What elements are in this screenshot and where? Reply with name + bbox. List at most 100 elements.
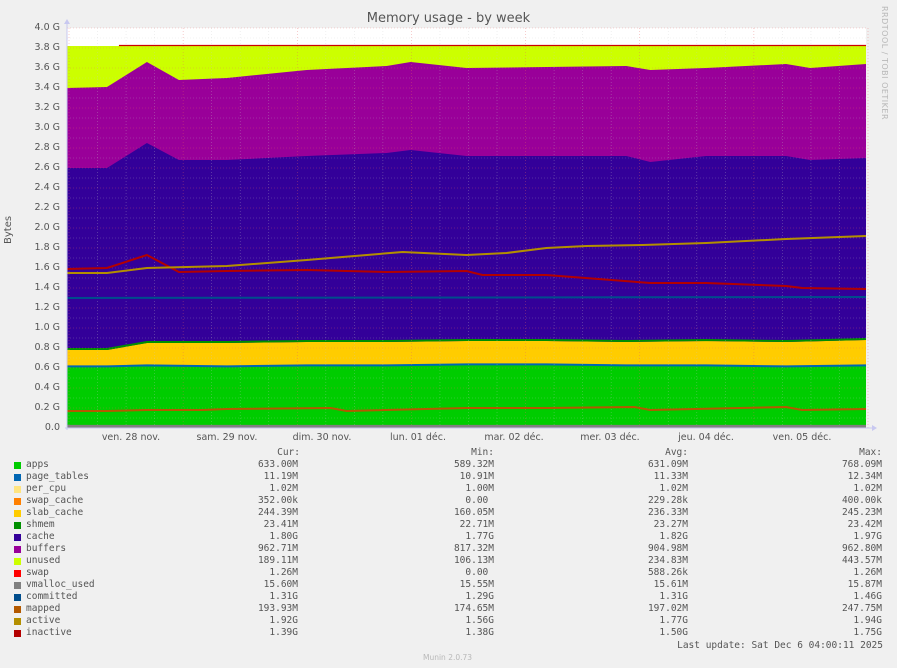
- legend-avg-value: 197.02M: [647, 603, 688, 614]
- y-tick-label: 2.6 G: [34, 162, 61, 173]
- legend-avg-value: 1.31G: [659, 591, 688, 602]
- legend-cur-value: 1.39G: [269, 627, 298, 638]
- legend-swatch: [14, 462, 21, 469]
- legend-cur-value: 1.31G: [269, 591, 298, 602]
- legend-name: swap_cache: [26, 495, 84, 506]
- legend-swatch: [14, 582, 21, 589]
- legend-row-vmalloc_used: vmalloc_used 15.60M 15.55M 15.61M 15.87M: [14, 579, 884, 591]
- legend-row-inactive: inactive 1.39G 1.38G 1.50G 1.75G: [14, 627, 884, 639]
- y-tick-label: 0.8 G: [34, 342, 61, 353]
- y-tick-label: 1.8 G: [34, 242, 61, 253]
- legend-min-value: 0.00: [465, 495, 494, 506]
- legend-row-committed: committed 1.31G 1.29G 1.31G 1.46G: [14, 591, 884, 603]
- legend-avg-value: 1.50G: [659, 627, 688, 638]
- legend-row-slab_cache: slab_cache 244.39M 160.05M 236.33M 245.23M: [14, 507, 884, 519]
- legend-row-buffers: buffers 962.71M 817.32M 904.98M 962.80M: [14, 543, 884, 555]
- y-tick-label: 3.8 G: [34, 42, 61, 53]
- legend-max-value: 443.57M: [841, 555, 882, 566]
- x-tick-label: mar. 02 déc.: [484, 432, 544, 443]
- legend-max-value: 245.23M: [841, 507, 882, 518]
- legend-swatch: [14, 630, 21, 637]
- legend-min-value: 817.32M: [453, 543, 494, 554]
- munin-version: Munin 2.0.73: [423, 653, 473, 662]
- legend-row-mapped: mapped 193.93M 174.65M 197.02M 247.75M: [14, 603, 884, 615]
- legend-avg-value: 229.28k: [647, 495, 688, 506]
- legend-min-value: 174.65M: [453, 603, 494, 614]
- header-max: Max:: [859, 447, 882, 458]
- legend-row-unused: unused 189.11M 106.13M 234.83M 443.57M: [14, 555, 884, 567]
- legend-row-swap: swap 1.26M 0.00 588.26k 1.26M: [14, 567, 884, 579]
- x-tick-label: jeu. 04 déc.: [678, 432, 734, 443]
- legend-name: mapped: [26, 603, 61, 614]
- legend-avg-value: 1.82G: [659, 531, 688, 542]
- legend-cur-value: 244.39M: [257, 507, 298, 518]
- legend-name: inactive: [26, 627, 72, 638]
- legend-name: cache: [26, 531, 55, 542]
- legend-swatch: [14, 558, 21, 565]
- legend-max-value: 1.02M: [853, 483, 882, 494]
- legend-avg-value: 1.02M: [659, 483, 688, 494]
- legend-avg-value: 236.33M: [647, 507, 688, 518]
- chart-plot-area: [64, 19, 877, 431]
- legend-cur-value: 15.60M: [263, 579, 298, 590]
- legend-max-value: 1.26M: [853, 567, 882, 578]
- y-tick-label: 2.8 G: [34, 142, 61, 153]
- legend-avg-value: 1.77G: [659, 615, 688, 626]
- y-tick-label: 1.4 G: [34, 282, 61, 293]
- line-committed: [66, 296, 867, 299]
- legend-max-value: 768.09M: [841, 459, 882, 470]
- legend-swatch: [14, 510, 21, 517]
- legend-avg-value: 15.61M: [653, 579, 688, 590]
- legend-swatch: [14, 498, 21, 505]
- y-tick-label: 4.0 G: [34, 22, 61, 33]
- x-tick-label: ven. 05 déc.: [772, 432, 832, 443]
- y-tick-label: 0.4 G: [34, 382, 61, 393]
- legend-name: vmalloc_used: [26, 579, 95, 590]
- y-tick-label: 0.0: [44, 422, 60, 433]
- legend-min-value: 22.71M: [459, 519, 494, 530]
- legend-min-value: 15.55M: [459, 579, 494, 590]
- legend-cur-value: 189.11M: [257, 555, 298, 566]
- header-avg: Avg:: [665, 447, 688, 458]
- legend-cur-value: 193.93M: [257, 603, 298, 614]
- legend-row-shmem: shmem 23.41M 22.71M 23.27M 23.42M: [14, 519, 884, 531]
- x-tick-label: mer. 03 déc.: [580, 432, 640, 443]
- legend-max-value: 15.87M: [847, 579, 882, 590]
- y-tick-label: 2.2 G: [34, 202, 61, 213]
- legend-name: apps: [26, 459, 49, 470]
- legend-min-value: 1.00M: [465, 483, 494, 494]
- header-cur: Cur:: [277, 447, 300, 458]
- legend-swatch: [14, 570, 21, 577]
- y-tick-label: 0.2 G: [34, 402, 61, 413]
- y-tick-label: 1.0 G: [34, 322, 61, 333]
- legend-row-page_tables: page_tables 11.19M 10.91M 11.33M 12.34M: [14, 471, 884, 483]
- legend-cur-value: 633.00M: [257, 459, 298, 470]
- chart-title: Memory usage - by week: [366, 11, 531, 26]
- x-tick-label: sam. 29 nov.: [196, 432, 258, 443]
- legend-cur-value: 352.00k: [257, 495, 298, 506]
- legend-name: buffers: [26, 543, 67, 554]
- legend-cur-value: 23.41M: [263, 519, 298, 530]
- legend-max-value: 1.46G: [853, 591, 882, 602]
- legend-avg-value: 23.27M: [653, 519, 688, 530]
- legend-swatch: [14, 474, 21, 481]
- x-tick-label: ven. 28 nov.: [101, 432, 161, 443]
- legend-avg-value: 234.83M: [647, 555, 688, 566]
- legend-cur-value: 1.02M: [269, 483, 298, 494]
- y-tick-label: 1.6 G: [34, 262, 61, 273]
- legend-row-active: active 1.92G 1.56G 1.77G 1.94G: [14, 615, 884, 627]
- legend-min-value: 589.32M: [453, 459, 494, 470]
- legend-swatch: [14, 618, 21, 625]
- y-tick-label: 3.4 G: [34, 82, 61, 93]
- last-update: Last update: Sat Dec 6 04:00:11 2025: [677, 640, 883, 651]
- line-mapped: [67, 405, 867, 413]
- legend-max-value: 1.97G: [853, 531, 882, 542]
- legend-min-value: 10.91M: [459, 471, 494, 482]
- legend-row-per_cpu: per_cpu 1.02M 1.00M 1.02M 1.02M: [14, 483, 884, 495]
- legend-min-value: 1.29G: [465, 591, 494, 602]
- line-inactive: [66, 253, 867, 290]
- y-tick-label: 2.4 G: [34, 182, 61, 193]
- legend-min-value: 1.77G: [465, 531, 494, 542]
- legend-swatch: [14, 546, 21, 553]
- legend-swatch: [14, 594, 21, 601]
